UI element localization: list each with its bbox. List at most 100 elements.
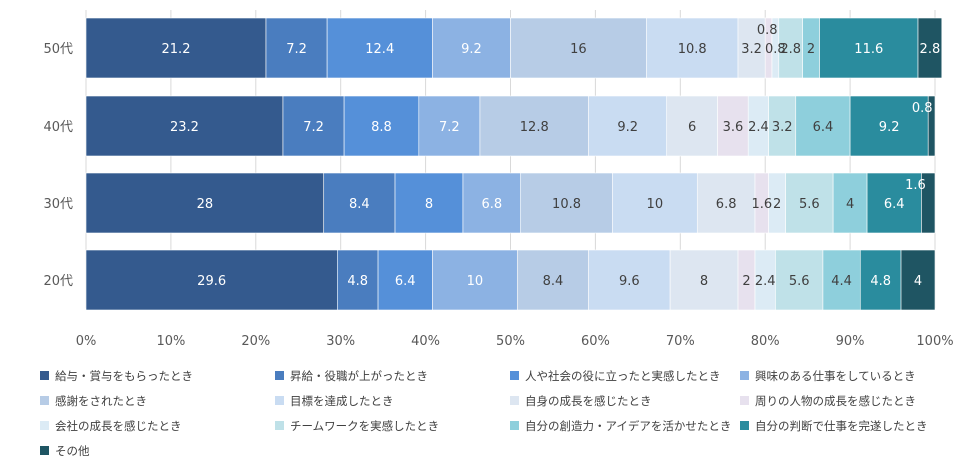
data-label: 8.8 [371, 120, 392, 135]
bar-segment [832, 172, 868, 234]
data-label: 6.4 [884, 197, 905, 212]
data-label: 23.2 [170, 120, 199, 135]
bar-segment [921, 172, 936, 234]
bar-segment [588, 95, 668, 157]
bar-segment [768, 95, 797, 157]
data-label: 8.4 [349, 197, 370, 212]
x-axis-ticks: 0% 10% 20% 30% 40% 50% 60% 70% 80% 90% 100% [76, 334, 954, 349]
legend-swatch [40, 371, 49, 380]
data-label: 8 [700, 274, 708, 289]
legend: 給与・賞与をもらったとき 昇給・役職が上がったとき 人や社会の役に立ったと実感したと… [40, 369, 928, 458]
data-label: 9.2 [617, 120, 638, 135]
bar-segment [785, 172, 834, 234]
category-labels: 50代 40代 30代 20代 [43, 42, 73, 289]
data-label: 12.4 [365, 42, 394, 57]
bar-segments [85, 17, 943, 311]
bar-segment [917, 17, 943, 79]
data-label: 12.8 [520, 120, 549, 135]
legend-swatch [40, 421, 49, 430]
bar-segment [326, 17, 433, 79]
legend-label: 自分の判断で仕事を完遂したとき [755, 419, 928, 433]
bar-segment [859, 249, 902, 311]
x-tick-label: 100% [916, 334, 953, 349]
data-label: 4 [914, 274, 922, 289]
legend-label: 給与・賞与をもらったとき [55, 369, 193, 383]
bar-segment [927, 95, 936, 157]
legend-swatch [740, 396, 749, 405]
data-label: 9.6 [619, 274, 640, 289]
data-label: 16 [570, 42, 587, 57]
bar-segment [900, 249, 936, 311]
data-label: 2.4 [755, 274, 776, 289]
data-label: 4.4 [831, 274, 852, 289]
data-label: 6.8 [716, 197, 737, 212]
data-label: 5.6 [789, 274, 810, 289]
bar-segment [337, 249, 379, 311]
data-label: 7.2 [303, 120, 324, 135]
bar-segment [612, 172, 698, 234]
legend-swatch [275, 371, 284, 380]
data-label: 6.8 [481, 197, 502, 212]
category-label: 50代 [43, 42, 73, 57]
data-label: 10 [467, 274, 484, 289]
legend-label: 目標を達成したとき [290, 394, 394, 408]
bar-segment [323, 172, 396, 234]
x-tick-label: 30% [326, 334, 355, 349]
x-tick-label: 50% [496, 334, 525, 349]
legend-label: その他 [55, 444, 90, 458]
bar-segment [85, 249, 338, 311]
data-label: 9.2 [461, 42, 482, 57]
data-label: 2.4 [748, 120, 769, 135]
bar-segment [265, 17, 328, 79]
bar-segment [85, 17, 267, 79]
data-label: 3.2 [741, 42, 762, 57]
data-label: 28 [197, 197, 214, 212]
x-tick-label: 20% [241, 334, 270, 349]
legend-swatch [510, 371, 519, 380]
x-tick-label: 40% [411, 334, 440, 349]
data-label: 4 [846, 197, 854, 212]
bar-segment [85, 95, 284, 157]
legend-swatch [40, 396, 49, 405]
bar-segment [432, 249, 518, 311]
bar-segment [377, 249, 433, 311]
legend-label: 会社の成長を感じたとき [55, 419, 182, 433]
legend-label: 自分の創造力・アイデアを活かせたとき [525, 419, 731, 433]
bar-segment [819, 17, 919, 79]
data-label: 1.6 [905, 178, 926, 193]
bar-segment [462, 172, 521, 234]
data-label: 2.8 [780, 42, 801, 57]
data-label: 3.2 [772, 120, 793, 135]
data-label: 10.8 [678, 42, 707, 57]
category-label: 20代 [43, 274, 73, 289]
data-label: 11.6 [854, 42, 883, 57]
data-label: 10 [647, 197, 664, 212]
legend-label: 興味のある仕事をしているとき [755, 369, 916, 383]
legend-label: 人や社会の役に立ったと実感したとき [525, 369, 721, 383]
data-label: 6 [688, 120, 696, 135]
category-label: 30代 [43, 197, 73, 212]
data-label: 6.4 [395, 274, 416, 289]
data-label: 8.4 [543, 274, 564, 289]
data-label: 4.8 [347, 274, 368, 289]
bar-segment [849, 95, 929, 157]
bar-segment [394, 172, 464, 234]
bar-segment [432, 17, 511, 79]
x-tick-label: 60% [581, 334, 610, 349]
data-label: 2 [742, 274, 750, 289]
bar-segment [646, 17, 739, 79]
legend-label: 昇給・役職が上がったとき [290, 369, 428, 383]
data-label: 5.6 [799, 197, 820, 212]
bar-segment [85, 172, 325, 234]
bar-segment [866, 172, 922, 234]
x-tick-label: 0% [76, 334, 97, 349]
legend-label: 自身の成長を感じたとき [525, 394, 652, 408]
data-label: 6.4 [813, 120, 834, 135]
legend-label: 周りの人物の成長を感じたとき [755, 394, 916, 408]
bar-segment [795, 95, 851, 157]
bar-segment [669, 249, 739, 311]
x-tick-label: 70% [666, 334, 695, 349]
bar-segment [510, 17, 647, 79]
